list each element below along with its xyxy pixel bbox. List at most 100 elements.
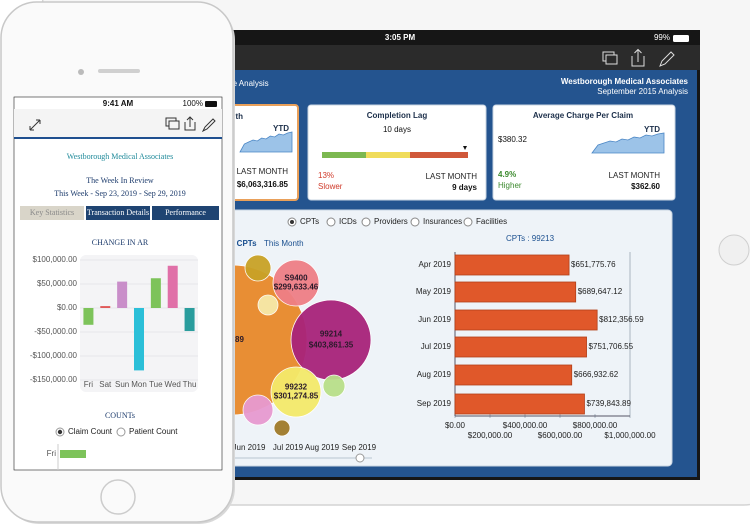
x-tick-label: $0.00 bbox=[445, 421, 466, 430]
bubble-label: 99214 bbox=[320, 330, 343, 339]
card-change: 13% bbox=[318, 171, 334, 180]
bubble-label: 99232 bbox=[285, 383, 308, 392]
count-option[interactable]: Claim Count bbox=[68, 427, 113, 436]
tab-label[interactable]: Performance bbox=[165, 208, 206, 217]
card-trend: Higher bbox=[498, 181, 522, 190]
filter-label[interactable]: Providers bbox=[374, 217, 408, 226]
tab[interactable] bbox=[86, 206, 150, 220]
organization: Westborough Medical Associates bbox=[67, 152, 173, 161]
value-label: $751,706.55 bbox=[589, 342, 634, 351]
bar bbox=[100, 306, 111, 308]
bubble-label: S9400 bbox=[284, 274, 308, 283]
kpi-card bbox=[492, 104, 676, 201]
count-radio-dot bbox=[57, 429, 63, 435]
card-title: Completion Lag bbox=[367, 111, 428, 120]
slider-thumb[interactable] bbox=[355, 453, 365, 463]
bar bbox=[454, 364, 573, 386]
tab-label[interactable]: Transaction Details bbox=[87, 208, 149, 217]
sparkline bbox=[239, 131, 293, 153]
bar bbox=[117, 281, 128, 308]
x-tick-label: $1,000,000.00 bbox=[604, 431, 656, 440]
filter-label[interactable]: Facilities bbox=[476, 217, 507, 226]
count-bar-preview bbox=[60, 450, 86, 458]
x-tick-label: Fri bbox=[84, 380, 94, 389]
x-tick-label: $800,000.00 bbox=[573, 421, 618, 430]
bubble-subtitle: This Month bbox=[264, 239, 304, 248]
y-category-label: Jun 2019 bbox=[418, 315, 451, 324]
filter-radio[interactable] bbox=[361, 217, 371, 227]
icon-share[interactable] bbox=[184, 116, 196, 131]
bubble-x-label: Sep 2019 bbox=[342, 443, 377, 452]
icon-edit[interactable] bbox=[201, 118, 216, 133]
count-option[interactable]: Patient Count bbox=[129, 427, 178, 436]
bar bbox=[150, 278, 161, 308]
value-label: $666,932.62 bbox=[574, 370, 619, 379]
x-tick-label: Mon bbox=[131, 380, 147, 389]
bar bbox=[134, 308, 144, 371]
y-category-label: Apr 2019 bbox=[419, 260, 452, 269]
bubble[interactable] bbox=[257, 294, 279, 316]
icon-windows-back[interactable] bbox=[605, 54, 618, 65]
section-title: COUNTs bbox=[105, 411, 135, 420]
filter-radio[interactable] bbox=[463, 217, 473, 227]
chart-title: CHANGE IN AR bbox=[92, 238, 149, 247]
bubble[interactable] bbox=[242, 394, 274, 426]
x-tick-label: Sat bbox=[99, 380, 112, 389]
x-tick-label: Sun bbox=[115, 380, 129, 389]
battery-icon bbox=[673, 35, 689, 42]
y-tick-label: $100,000.00 bbox=[33, 255, 78, 264]
bar-chart-title: CPTs : 99213 bbox=[506, 234, 555, 243]
bubble[interactable] bbox=[244, 254, 272, 282]
filter-label[interactable]: Insurances bbox=[423, 217, 462, 226]
value-label: $651,775.76 bbox=[571, 260, 616, 269]
section-title: Revenue Analysis bbox=[205, 79, 269, 88]
bar bbox=[184, 308, 195, 332]
filter-label[interactable]: ICDs bbox=[339, 217, 357, 226]
lag-marker bbox=[463, 146, 467, 150]
y-tick-label: -$100,000.00 bbox=[30, 351, 78, 360]
card-value: 10 days bbox=[383, 125, 411, 134]
tab[interactable] bbox=[20, 206, 84, 220]
bubble[interactable] bbox=[273, 419, 291, 437]
icon-edit[interactable] bbox=[659, 51, 675, 67]
iphone-home-button bbox=[100, 479, 136, 515]
y-category-label: May 2019 bbox=[416, 287, 452, 296]
status-time: 9:41 AM bbox=[103, 99, 134, 108]
card-compare-value: $6,063,316.85 bbox=[237, 180, 289, 189]
count-category: Fri bbox=[47, 449, 57, 458]
iphone-toolbar bbox=[14, 109, 222, 137]
bar bbox=[83, 308, 94, 325]
value-label: $812,356.59 bbox=[599, 315, 644, 324]
bar bbox=[454, 309, 598, 331]
card-compare-value: $362.60 bbox=[631, 182, 660, 191]
y-tick-label: -$50,000.00 bbox=[34, 327, 77, 336]
filter-label[interactable]: CPTs bbox=[300, 217, 319, 226]
bar bbox=[454, 336, 587, 358]
bubble-x-label: Jun 2019 bbox=[233, 443, 266, 452]
iphone-speaker bbox=[98, 69, 140, 73]
card-title: Average Charge Per Claim bbox=[533, 111, 633, 120]
icon-expand[interactable] bbox=[29, 119, 41, 131]
tab-label[interactable]: Key Statistics bbox=[30, 208, 74, 217]
status-battery: 99% bbox=[654, 33, 670, 42]
bubble[interactable] bbox=[270, 366, 322, 418]
bubble-title: 0 CPTs bbox=[230, 239, 257, 248]
count-radio[interactable] bbox=[116, 427, 126, 437]
card-compare-label: LAST MONTH bbox=[237, 167, 289, 176]
filter-radio[interactable] bbox=[326, 217, 336, 227]
bubble-label: $301,274.85 bbox=[274, 392, 319, 401]
lag-mid bbox=[366, 152, 410, 158]
icon-share[interactable] bbox=[631, 48, 645, 67]
bubble-label: $403,861.35 bbox=[309, 341, 354, 350]
icon-windows-front[interactable] bbox=[168, 120, 180, 130]
bubble[interactable] bbox=[322, 374, 346, 398]
organization: Westborough Medical Associates bbox=[561, 77, 689, 86]
bubble[interactable] bbox=[272, 259, 320, 307]
card-badge: YTD bbox=[273, 124, 289, 133]
filter-radio[interactable] bbox=[410, 217, 420, 227]
tab[interactable] bbox=[152, 206, 219, 220]
card-badge: YTD bbox=[644, 125, 660, 134]
lag-good bbox=[322, 152, 366, 158]
